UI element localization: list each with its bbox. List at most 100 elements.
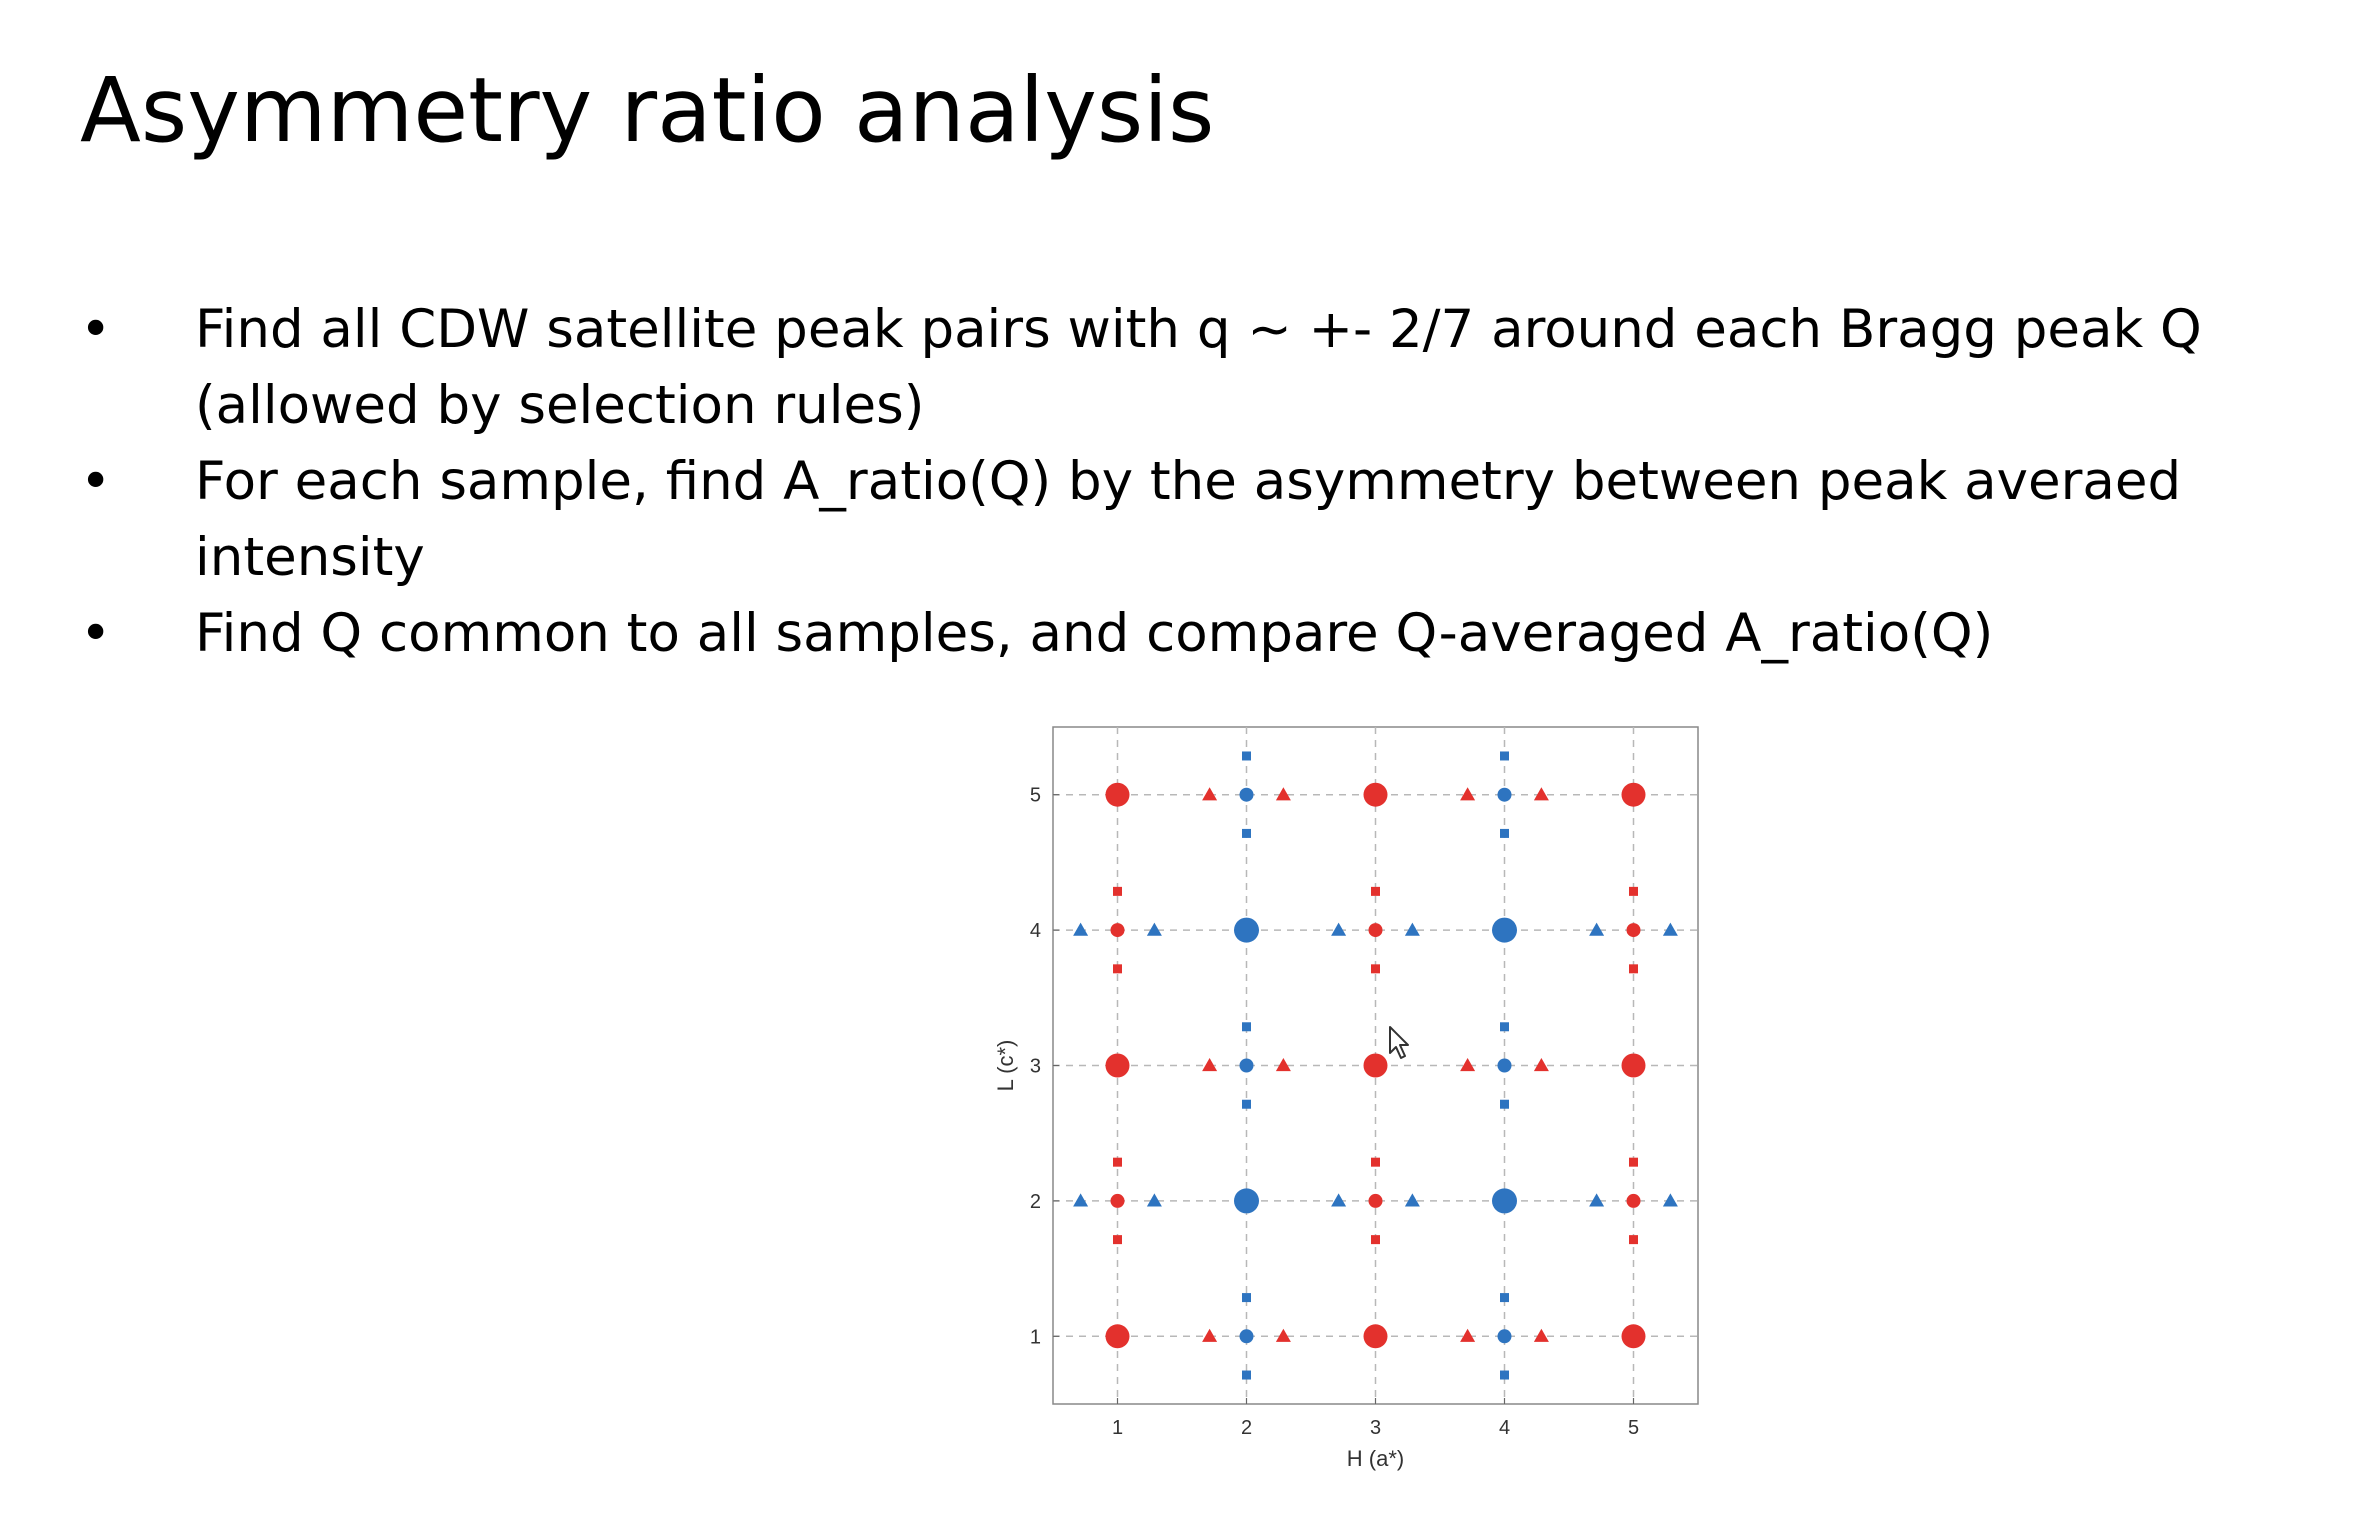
satellite-triangle-marker <box>1662 1193 1678 1207</box>
bragg-peak-marker <box>1105 1053 1130 1078</box>
satellite-square-marker <box>1500 828 1509 838</box>
satellite-triangle-marker <box>1460 1328 1476 1342</box>
satellite-square-marker <box>1500 1099 1509 1109</box>
y-tick-label: 1 <box>1030 1326 1041 1348</box>
peak-marker-small <box>1626 923 1641 938</box>
x-tick-label: 4 <box>1499 1417 1510 1439</box>
satellite-square-marker <box>1629 964 1638 974</box>
satellite-square-marker <box>1113 1157 1122 1167</box>
bullet-dot-icon: • <box>80 603 112 664</box>
x-tick-label: 1 <box>1112 1417 1123 1439</box>
peak-marker-small <box>1497 1058 1512 1073</box>
satellite-square-marker <box>1242 1022 1251 1032</box>
bragg-peak-marker <box>1363 1053 1388 1078</box>
satellite-square-marker <box>1113 886 1122 896</box>
peak-marker-small <box>1239 787 1254 802</box>
y-tick-label: 5 <box>1030 785 1041 807</box>
y-axis-label: L (c*) <box>993 1040 1018 1092</box>
satellite-square-marker <box>1242 751 1251 761</box>
peak-marker-small <box>1368 923 1383 938</box>
satellite-square-marker <box>1113 964 1122 974</box>
bullet-text-line: Find all CDW satellite peak pairs with q… <box>195 299 2202 360</box>
satellite-square-marker <box>1242 1293 1251 1303</box>
bullet-text-line: For each sample, find A_ratio(Q) by the … <box>195 451 2182 512</box>
satellite-triangle-marker <box>1275 1058 1291 1072</box>
y-tick-label: 2 <box>1030 1191 1041 1213</box>
satellite-square-marker <box>1242 1099 1251 1109</box>
bullet-text-line: intensity <box>195 527 425 588</box>
bullet-item: • For each sample, find A_ratio(Q) by th… <box>0 444 2300 596</box>
bragg-peak-marker <box>1105 1324 1130 1349</box>
satellite-triangle-marker <box>1404 922 1420 936</box>
peak-marker-small <box>1368 1193 1383 1208</box>
x-axis-label: H (a*) <box>1347 1446 1404 1471</box>
satellite-triangle-marker <box>1331 922 1347 936</box>
satellite-triangle-marker <box>1662 922 1678 936</box>
satellite-square-marker <box>1500 1293 1509 1303</box>
x-tick-label: 5 <box>1628 1417 1639 1439</box>
bullet-list: • Find all CDW satellite peak pairs with… <box>0 292 2300 672</box>
satellite-triangle-marker <box>1460 787 1476 801</box>
y-tick-label: 3 <box>1030 1056 1041 1078</box>
satellite-square-marker <box>1629 1157 1638 1167</box>
satellite-square-marker <box>1113 1235 1122 1245</box>
satellite-triangle-marker <box>1073 1193 1089 1207</box>
satellite-triangle-marker <box>1589 922 1605 936</box>
bragg-peak-marker <box>1363 1324 1388 1349</box>
bragg-peak-marker <box>1234 1188 1259 1214</box>
satellite-triangle-marker <box>1331 1193 1347 1207</box>
satellite-triangle-marker <box>1202 1058 1218 1072</box>
satellite-square-marker <box>1242 1370 1251 1380</box>
satellite-square-marker <box>1371 964 1380 974</box>
satellite-square-marker <box>1629 886 1638 896</box>
satellite-square-marker <box>1371 1157 1380 1167</box>
satellite-triangle-marker <box>1202 1328 1218 1342</box>
bragg-peak-marker <box>1621 1053 1646 1078</box>
peak-marker-small <box>1497 1329 1512 1344</box>
bragg-peak-marker <box>1621 1324 1646 1349</box>
satellite-square-marker <box>1500 1022 1509 1032</box>
peak-marker-small <box>1239 1329 1254 1344</box>
satellite-triangle-marker <box>1073 922 1089 936</box>
y-tick-label: 4 <box>1030 920 1041 942</box>
peak-marker-small <box>1626 1193 1641 1208</box>
bullet-text-line: (allowed by selection rules) <box>195 375 925 436</box>
bullet-dot-icon: • <box>80 451 112 512</box>
satellite-triangle-marker <box>1533 787 1549 801</box>
satellite-triangle-marker <box>1275 787 1291 801</box>
satellite-square-marker <box>1371 1235 1380 1245</box>
peak-marker-small <box>1110 923 1125 938</box>
bragg-peak-marker <box>1621 782 1646 807</box>
satellite-square-marker <box>1629 1235 1638 1245</box>
mouse-cursor-icon <box>1389 1026 1409 1059</box>
peak-marker-small <box>1110 1193 1125 1208</box>
bullet-dot-icon: • <box>80 299 112 360</box>
bragg-peak-marker <box>1234 917 1259 943</box>
satellite-triangle-marker <box>1533 1058 1549 1072</box>
slide-title: Asymmetry ratio analysis <box>80 58 1215 162</box>
satellite-triangle-marker <box>1275 1328 1291 1342</box>
satellite-triangle-marker <box>1146 1193 1162 1207</box>
bragg-peak-marker <box>1363 782 1388 807</box>
bullet-item: • Find all CDW satellite peak pairs with… <box>0 292 2300 444</box>
bullet-text-line: Find Q common to all samples, and compar… <box>195 603 1994 664</box>
satellite-square-marker <box>1500 751 1509 761</box>
satellite-square-marker <box>1500 1370 1509 1380</box>
bragg-peak-marker <box>1492 1188 1517 1214</box>
satellite-triangle-marker <box>1460 1058 1476 1072</box>
satellite-square-marker <box>1371 886 1380 896</box>
satellite-triangle-marker <box>1533 1328 1549 1342</box>
bragg-peak-marker <box>1105 782 1130 807</box>
peak-marker-small <box>1239 1058 1254 1073</box>
satellite-triangle-marker <box>1589 1193 1605 1207</box>
bragg-peak-marker <box>1492 917 1517 943</box>
satellite-triangle-marker <box>1404 1193 1420 1207</box>
x-tick-label: 2 <box>1241 1417 1252 1439</box>
reciprocal-space-plot: 1 2 3 4 5 1 2 3 4 5 H (a*) L (c*) <box>990 710 1720 1490</box>
scatter-chart: 1 2 3 4 5 1 2 3 4 5 H (a*) L (c*) <box>993 726 1699 1471</box>
peak-marker-small <box>1497 787 1512 802</box>
bullet-item: • Find Q common to all samples, and comp… <box>0 596 2300 672</box>
satellite-triangle-marker <box>1202 787 1218 801</box>
satellite-triangle-marker <box>1146 922 1162 936</box>
satellite-square-marker <box>1242 828 1251 838</box>
